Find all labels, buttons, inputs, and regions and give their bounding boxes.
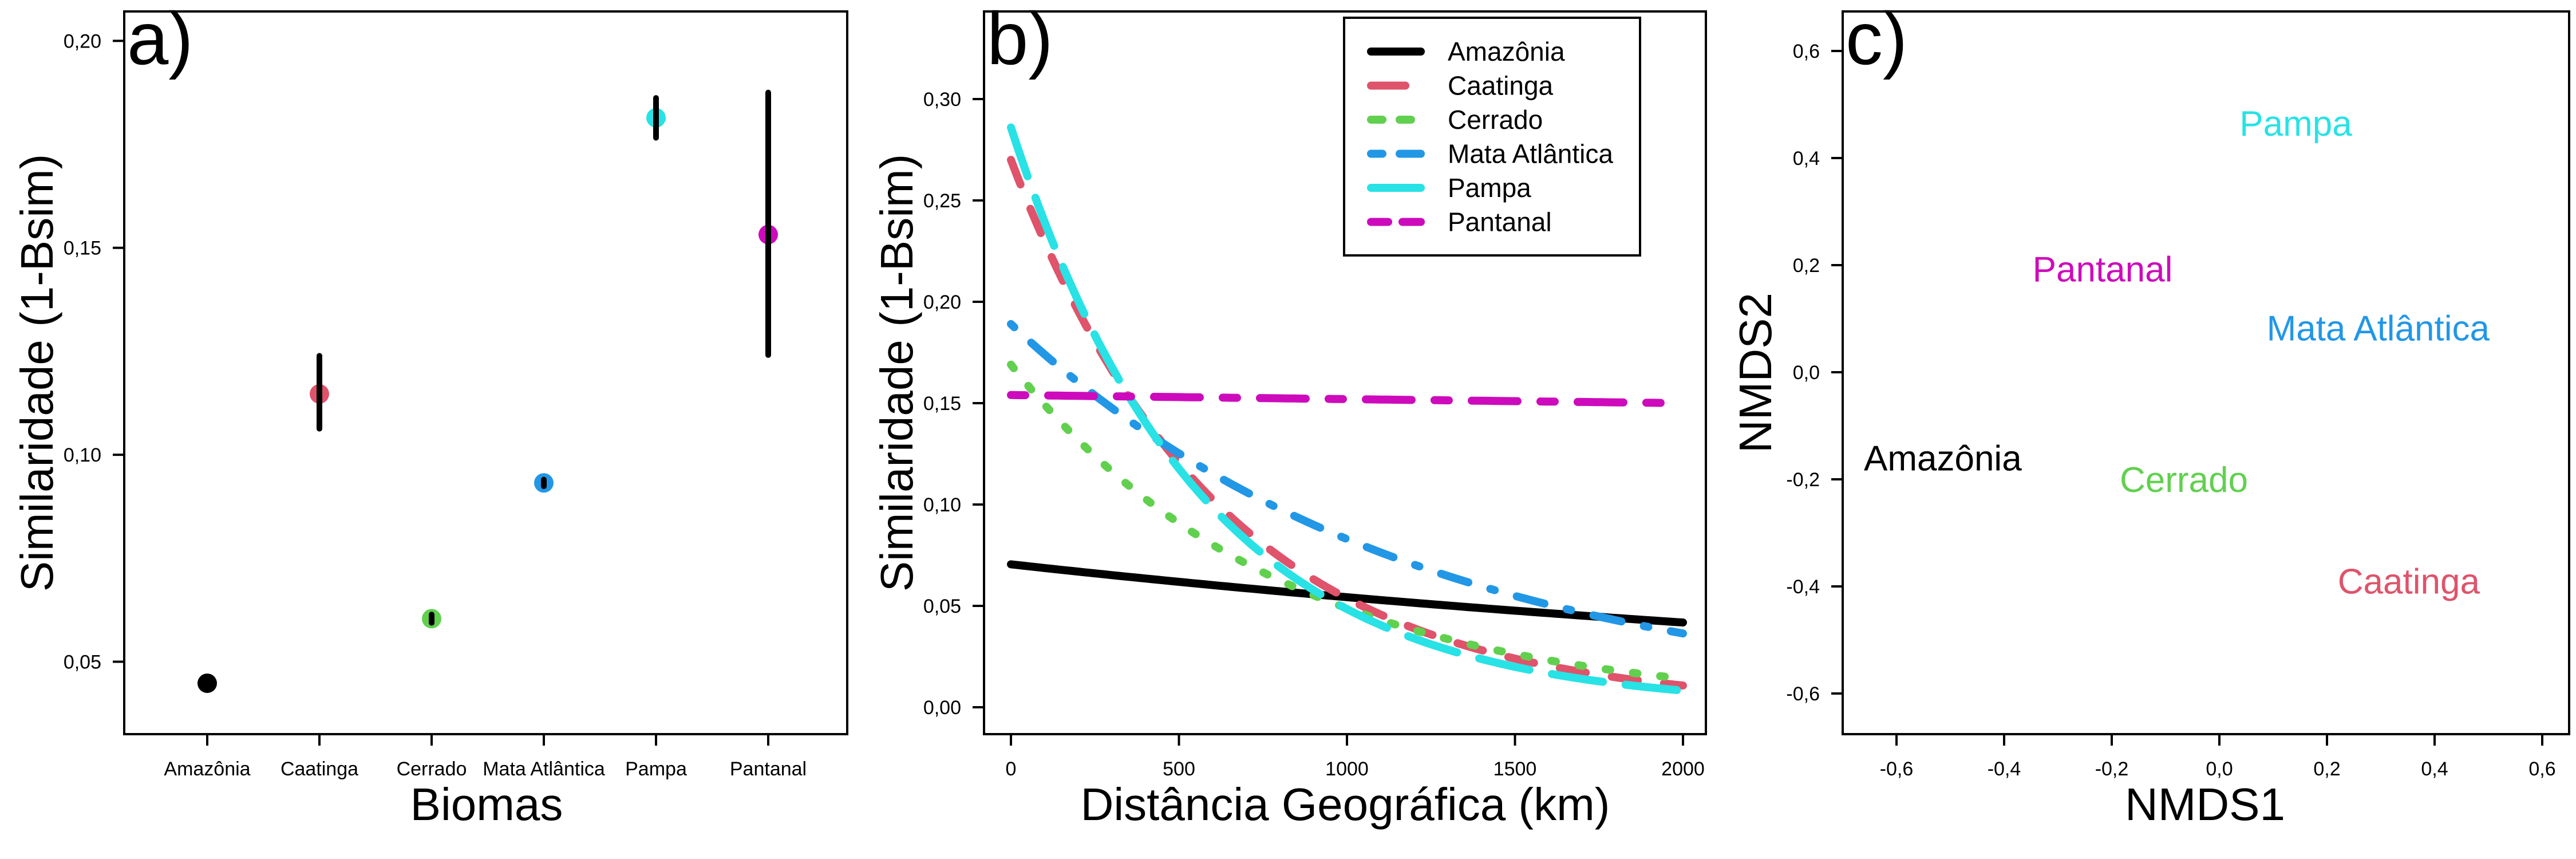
legend-label: Pampa — [1448, 173, 1531, 203]
plot-area-a — [197, 89, 778, 693]
y-axis-c: -0,6 -0,4 -0,2 0,0 0,2 0,4 0,6 — [1786, 41, 1843, 705]
x-tick-label: 1000 — [1325, 758, 1369, 780]
x-tick-label: 0,2 — [2313, 758, 2340, 780]
panel-letter-c: c) — [1846, 0, 1907, 80]
panel-c: c) -0,6 -0,4 -0,2 0,0 0,2 0,4 0,6 -0,6 -0,4 -0,2… — [1730, 0, 2570, 830]
x-tick-label: Pampa — [625, 758, 687, 780]
panel-a: a) 0,05 0,10 0,15 0,20 Amazônia Caatinga Cerr… — [11, 0, 848, 830]
x-axis-a: Amazônia Caatinga Cerrado Mata Atlântica Pam… — [164, 734, 807, 780]
point-label-cerrado: Cerrado — [2120, 460, 2248, 500]
legend-label: Pantanal — [1448, 207, 1552, 237]
data-point-amazônia — [197, 673, 217, 693]
y-tick-label: 0,15 — [923, 393, 961, 415]
x-axis-title-c: NMDS1 — [2125, 779, 2285, 830]
y-axis-b: 0,00 0,05 0,10 0,15 0,20 0,25 0,30 — [923, 89, 984, 719]
x-tick-label: -0,4 — [1988, 758, 2021, 780]
panel-letter-b: b) — [987, 0, 1053, 80]
series-line-pampa — [1007, 123, 1687, 695]
panel-letter-a: a) — [127, 0, 193, 80]
y-tick-label: 0,05 — [923, 596, 961, 617]
legend-frame — [1343, 17, 1641, 257]
x-tick-label: 2000 — [1661, 758, 1705, 780]
x-axis-title-a: Biomas — [410, 779, 563, 830]
y-axis-a: 0,05 0,10 0,15 0,20 — [64, 30, 124, 673]
y-tick-label: 0,20 — [923, 291, 961, 313]
x-axis-b: 0 500 1000 1500 2000 — [1006, 734, 1705, 780]
plot-area-c: Amazônia Caatinga Cerrado Mata Atlântica Pam… — [1864, 104, 2490, 601]
x-tick-label: 500 — [1163, 758, 1195, 780]
y-tick-label: 0,6 — [1793, 41, 1820, 62]
point-label-amazônia: Amazônia — [1864, 439, 2022, 479]
x-tick-label: Caatinga — [280, 758, 358, 780]
plot-frame-b — [983, 10, 1707, 735]
x-tick-label: -0,2 — [2095, 758, 2129, 780]
y-axis-title-c: NMDS2 — [1730, 293, 1781, 453]
y-tick-label: -0,6 — [1786, 683, 1820, 705]
y-tick-label: 0,25 — [923, 190, 961, 212]
y-tick-label: 0,2 — [1793, 255, 1820, 277]
x-tick-label: Amazônia — [164, 758, 250, 780]
series-line-mata-atlântica — [1007, 320, 1687, 638]
plot-frame-a — [123, 10, 848, 735]
y-tick-label: 0,0 — [1793, 362, 1820, 384]
point-label-mata-atlântica: Mata Atlântica — [2267, 309, 2490, 348]
x-tick-label: Cerrado — [397, 758, 467, 780]
legend-label: Cerrado — [1448, 105, 1543, 135]
point-label-pantanal: Pantanal — [2033, 250, 2173, 290]
legend: Amazônia Caatinga Cerrado Mata Atlântica Pam… — [1343, 17, 1641, 257]
legend-label: Caatinga — [1448, 71, 1554, 101]
x-axis-c: -0,6 -0,4 -0,2 0,0 0,2 0,4 0,6 — [1880, 734, 2556, 780]
y-tick-label: -0,2 — [1786, 469, 1820, 491]
series-line-pantanal — [1007, 391, 1687, 407]
y-tick-label: 0,05 — [64, 652, 101, 673]
y-tick-label: 0,20 — [64, 30, 101, 52]
x-tick-label: Pantanal — [730, 758, 807, 780]
y-tick-label: 0,4 — [1793, 148, 1820, 170]
plot-frame-c — [1842, 10, 2570, 735]
x-tick-label: 0,6 — [2528, 758, 2555, 780]
point-label-pampa: Pampa — [2239, 104, 2352, 144]
x-tick-label: 0,4 — [2421, 758, 2448, 780]
panel-b: b) 0,00 0,05 0,10 0,15 0,20 0,25 0,30 0 500 1000… — [871, 0, 1707, 830]
series-line-caatinga — [1007, 156, 1687, 690]
x-tick-label: -0,6 — [1880, 758, 1914, 780]
y-tick-label: 0,10 — [64, 444, 101, 466]
y-tick-label: 0,15 — [64, 238, 101, 259]
x-tick-label: Mata Atlântica — [483, 758, 605, 780]
point-label-caatinga: Caatinga — [2338, 562, 2480, 602]
plot-area-b — [1007, 123, 1687, 695]
x-tick-label: 1500 — [1494, 758, 1537, 780]
y-axis-title-a: Similaridade (1-Bsim) — [11, 154, 62, 592]
series-line-amazônia — [1007, 560, 1687, 626]
legend-label: Amazônia — [1448, 37, 1565, 66]
y-tick-label: 0,10 — [923, 494, 961, 516]
y-tick-label: 0,00 — [923, 697, 961, 719]
x-tick-label: 0 — [1006, 758, 1017, 780]
x-axis-title-b: Distância Geográfica (km) — [1081, 779, 1610, 830]
y-axis-title-b: Similaridade (1-Bsim) — [871, 154, 922, 592]
legend-label: Mata Atlântica — [1448, 139, 1613, 169]
x-tick-label: 0,0 — [2206, 758, 2233, 780]
y-tick-label: -0,4 — [1786, 576, 1820, 598]
y-tick-label: 0,30 — [923, 89, 961, 111]
